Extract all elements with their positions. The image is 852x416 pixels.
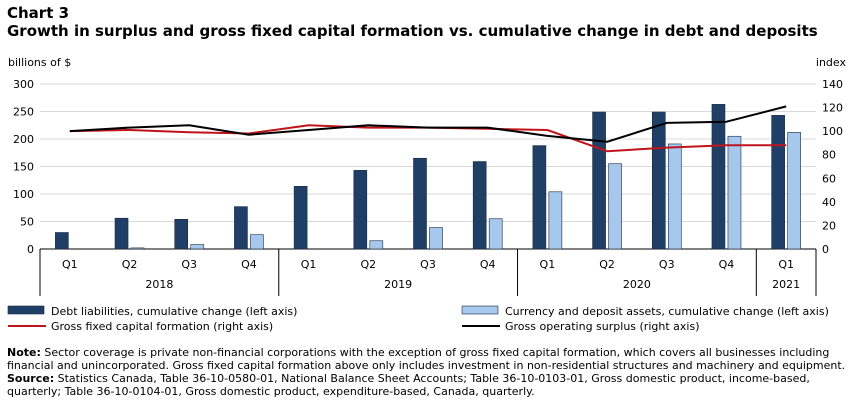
bar-debt (413, 157, 427, 250)
bar-deposits (488, 218, 503, 250)
x-tick-label: Q1 (778, 258, 794, 271)
legend-layer: Debt liabilities, cumulative change (lef… (7, 305, 829, 333)
legend-entry: Currency and deposit assets, cumulative … (505, 305, 829, 318)
x-tick-label: Q4 (719, 258, 735, 271)
right-tick-label: 80 (822, 149, 836, 162)
left-tick-label: 200 (13, 133, 34, 146)
chart-area: 0 50 100 150 200 250 300 0 20 40 60 80 100 120 140 bill… (7, 56, 846, 333)
bar-deposits (429, 227, 443, 250)
line-operating-surplus (69, 105, 787, 143)
bar-debt (293, 186, 308, 250)
legend-entry: Gross fixed capital formation (right axi… (51, 320, 273, 333)
legend-entry: Debt liabilities, cumulative change (lef… (51, 305, 297, 318)
year-label: 2018 (145, 278, 173, 291)
x-tick-label: Q4 (480, 258, 496, 271)
left-tick-label: 300 (13, 78, 34, 91)
x-tick-label: Q3 (181, 258, 197, 271)
source-label: Source: (7, 372, 55, 385)
right-tick-label: 120 (822, 102, 843, 115)
x-tick-label: Q1 (301, 258, 317, 271)
bar-debt (771, 115, 785, 250)
left-tick-label: 100 (13, 188, 34, 201)
year-label: 2020 (623, 278, 651, 291)
bar-debt (472, 161, 487, 250)
axis-layer: 0 50 100 150 200 250 300 0 20 40 60 80 100 120 140 bill… (8, 56, 846, 296)
note-paragraph: Note: Sector coverage is private non-fin… (7, 346, 847, 372)
source-paragraph: Source: Statistics Canada, Table 36-10-0… (7, 372, 847, 398)
x-tick-label: Q1 (62, 258, 78, 271)
bar-debt (532, 145, 547, 250)
x-tick-label: Q3 (659, 258, 675, 271)
left-tick-label: 50 (20, 216, 34, 229)
left-tick-label: 150 (13, 161, 34, 174)
right-axis-label: index (816, 56, 847, 69)
legend-swatch (7, 305, 45, 315)
chart-number: Chart 3 (7, 4, 70, 22)
bar-deposits (130, 247, 145, 250)
year-label: 2019 (384, 278, 412, 291)
source-text: Statistics Canada, Table 36-10-0580-01, … (7, 372, 810, 398)
bar-deposits (190, 244, 205, 250)
x-tick-label: Q4 (241, 258, 257, 271)
bar-deposits (787, 132, 801, 250)
right-tick-label: 60 (822, 172, 836, 185)
legend-entry: Gross operating surplus (right axis) (505, 320, 699, 333)
left-tick-label: 0 (27, 243, 34, 256)
right-tick-label: 0 (822, 243, 829, 256)
bar-debt (711, 104, 726, 250)
x-tick-label: Q2 (360, 258, 376, 271)
x-tick-label: Q1 (540, 258, 556, 271)
note-text: Sector coverage is private non-financial… (7, 346, 846, 372)
chart-title: Growth in surplus and gross fixed capita… (7, 22, 818, 40)
x-tick-label: Q2 (122, 258, 138, 271)
bar-debt (353, 170, 368, 250)
bar-deposits (667, 143, 682, 250)
right-tick-label: 140 (822, 78, 843, 91)
bar-debt (234, 206, 248, 250)
line-gfcf (69, 124, 787, 153)
bar-deposits (250, 234, 264, 250)
bar-debt (174, 219, 189, 250)
bar-deposits (608, 163, 622, 250)
note-label: Note: (7, 346, 41, 359)
bar-deposits (548, 191, 563, 250)
bar-debt (55, 232, 69, 250)
bar-debt (592, 111, 606, 250)
left-tick-label: 250 (13, 106, 34, 119)
x-tick-label: Q2 (599, 258, 615, 271)
bar-deposits (369, 240, 384, 250)
line-layer (69, 105, 787, 153)
legend-swatch (461, 305, 499, 315)
year-label: 2021 (772, 278, 800, 291)
right-tick-label: 40 (822, 196, 836, 209)
right-tick-label: 100 (822, 125, 843, 138)
x-tick-label: Q3 (420, 258, 436, 271)
grid-layer (40, 83, 816, 250)
right-tick-label: 20 (822, 219, 836, 232)
notes-section: Note: Sector coverage is private non-fin… (7, 346, 847, 398)
bar-deposits (727, 135, 742, 250)
bar-debt (651, 111, 666, 250)
left-axis-label: billions of $ (8, 56, 71, 69)
bar-debt (114, 217, 129, 250)
